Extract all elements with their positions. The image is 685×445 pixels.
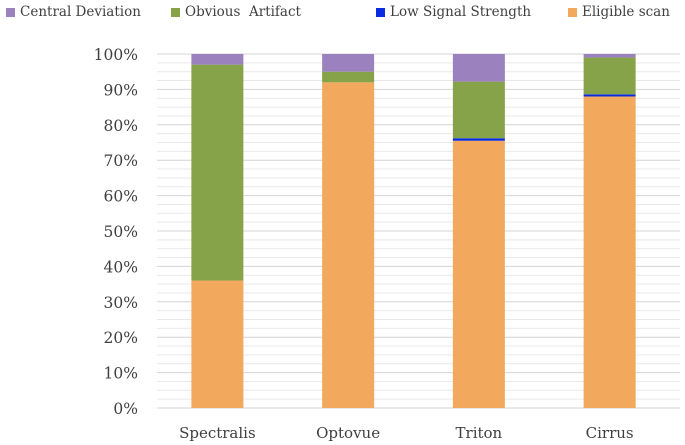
y-tick-label: 100% — [94, 46, 138, 64]
legend-label: Obvious Artifact — [185, 4, 301, 20]
bar-segment-eligible-scan — [191, 280, 244, 408]
bar-segment-obvious-artifact — [452, 81, 505, 139]
legend-item: Obvious Artifact — [171, 4, 301, 20]
x-tick-label: Optovue — [316, 424, 380, 442]
y-tick-label: 20% — [104, 329, 138, 347]
bar-segment-obvious-artifact — [322, 71, 375, 83]
y-tick-label: 30% — [104, 294, 138, 312]
legend-item: Eligible scan — [568, 4, 670, 20]
bar-segment-central-deviation — [322, 54, 375, 72]
legend-swatch — [376, 7, 385, 17]
x-tick-label: Triton — [456, 424, 503, 442]
legend-item: Central Deviation — [6, 4, 141, 20]
legend-swatch — [568, 7, 577, 17]
bar-segment-obvious-artifact — [583, 57, 636, 95]
legend-label: Low Signal Strength — [390, 4, 532, 20]
y-tick-label: 90% — [104, 81, 138, 99]
y-tick-label: 50% — [104, 223, 138, 241]
chart-legend: Central Deviation Obvious Artifact Low Sig… — [6, 4, 685, 24]
legend-swatch — [171, 7, 180, 17]
x-tick-label: Cirrus — [586, 424, 634, 442]
bar-segment-eligible-scan — [322, 82, 375, 408]
y-tick-label: 70% — [104, 152, 138, 170]
y-tick-label: 10% — [104, 365, 138, 383]
legend-label: Eligible scan — [582, 4, 670, 20]
legend-swatch — [6, 7, 15, 17]
legend-label: Central Deviation — [20, 4, 141, 20]
bar-segment-central-deviation — [452, 54, 505, 82]
y-tick-label: 60% — [104, 188, 138, 206]
x-tick-label: Spectralis — [179, 424, 256, 442]
bar-segment-central-deviation — [583, 54, 636, 58]
bar-segment-eligible-scan — [583, 96, 636, 408]
bar-segment-central-deviation — [191, 54, 244, 65]
legend-item: Low Signal Strength — [376, 4, 531, 20]
bar-segment-low-signal-strength — [452, 138, 505, 141]
y-tick-label: 0% — [113, 400, 138, 418]
y-tick-label: 40% — [104, 258, 138, 276]
bar-segment-eligible-scan — [452, 140, 505, 409]
y-tick-label: 80% — [104, 117, 138, 135]
bar-segment-low-signal-strength — [583, 94, 636, 97]
bar-segment-obvious-artifact — [191, 64, 244, 281]
